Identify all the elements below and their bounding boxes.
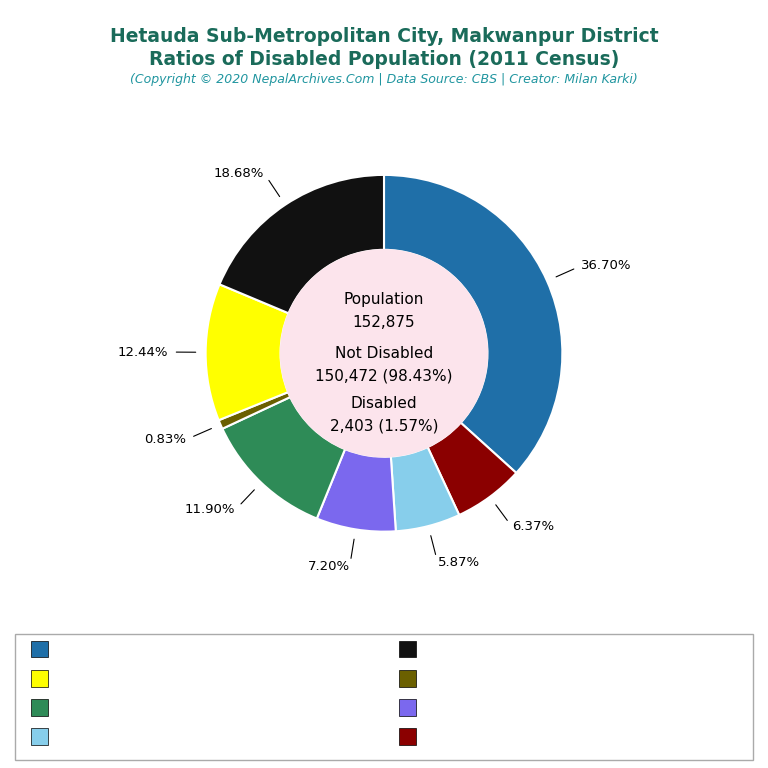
Text: 7.20%: 7.20%: [307, 560, 349, 573]
Text: 5.87%: 5.87%: [438, 556, 480, 569]
Text: Multiple Disabilities - 153 (M: 93 | F: 60): Multiple Disabilities - 153 (M: 93 | F: …: [422, 731, 650, 742]
Wedge shape: [206, 284, 289, 420]
Text: 18.68%: 18.68%: [214, 167, 264, 180]
Wedge shape: [220, 175, 384, 313]
Text: 152,875: 152,875: [353, 316, 415, 330]
Text: Deaf & Blind - 20 (M: 14 | F: 6): Deaf & Blind - 20 (M: 14 | F: 6): [422, 673, 595, 684]
Text: Physically Disable - 882 (M: 528 | F: 354): Physically Disable - 882 (M: 528 | F: 35…: [54, 644, 286, 654]
Circle shape: [280, 250, 488, 457]
Wedge shape: [391, 447, 459, 531]
Text: Ratios of Disabled Population (2011 Census): Ratios of Disabled Population (2011 Cens…: [149, 50, 619, 69]
Text: Deaf Only - 299 (M: 157 | F: 142): Deaf Only - 299 (M: 157 | F: 142): [54, 673, 240, 684]
Text: 2,403 (1.57%): 2,403 (1.57%): [329, 419, 439, 434]
Text: Population: Population: [344, 293, 424, 307]
Text: 12.44%: 12.44%: [118, 346, 168, 359]
Text: 11.90%: 11.90%: [185, 503, 235, 516]
Text: Intellectual - 141 (M: 84 | F: 57): Intellectual - 141 (M: 84 | F: 57): [54, 731, 233, 742]
Text: (Copyright © 2020 NepalArchives.Com | Data Source: CBS | Creator: Milan Karki): (Copyright © 2020 NepalArchives.Com | Da…: [130, 73, 638, 86]
Text: Speech Problems - 286 (M: 165 | F: 121): Speech Problems - 286 (M: 165 | F: 121): [54, 702, 283, 713]
Text: 0.83%: 0.83%: [144, 433, 186, 446]
Wedge shape: [384, 175, 562, 473]
Text: 6.37%: 6.37%: [512, 521, 554, 534]
Text: 36.70%: 36.70%: [581, 259, 632, 272]
Wedge shape: [428, 422, 516, 515]
Text: Not Disabled: Not Disabled: [335, 346, 433, 361]
Text: 150,472 (98.43%): 150,472 (98.43%): [315, 369, 453, 384]
Text: Mental - 173 (M: 87 | F: 86): Mental - 173 (M: 87 | F: 86): [422, 702, 578, 713]
Wedge shape: [219, 392, 290, 429]
Wedge shape: [223, 397, 345, 518]
Wedge shape: [317, 449, 396, 531]
Text: Blind Only - 449 (M: 226 | F: 223): Blind Only - 449 (M: 226 | F: 223): [422, 644, 611, 654]
Text: Hetauda Sub-Metropolitan City, Makwanpur District: Hetauda Sub-Metropolitan City, Makwanpur…: [110, 27, 658, 46]
Text: Disabled: Disabled: [351, 396, 417, 411]
